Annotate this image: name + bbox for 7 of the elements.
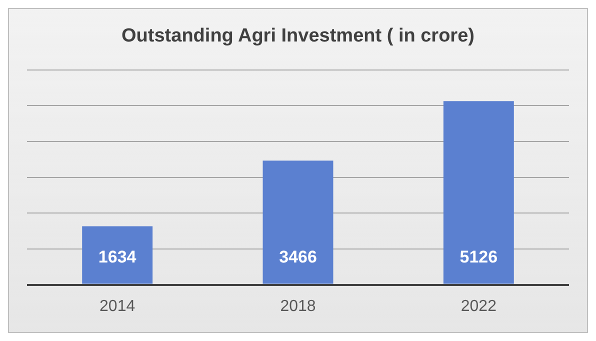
data-label: 3466 <box>279 247 317 266</box>
x-tick-label: 2014 <box>100 298 136 315</box>
x-tick-label: 2018 <box>280 298 316 315</box>
data-label: 1634 <box>98 247 137 266</box>
chart-title: Outstanding Agri Investment ( in crore) <box>122 26 474 47</box>
data-label: 5126 <box>460 247 498 266</box>
x-tick-label: 2022 <box>460 298 497 315</box>
